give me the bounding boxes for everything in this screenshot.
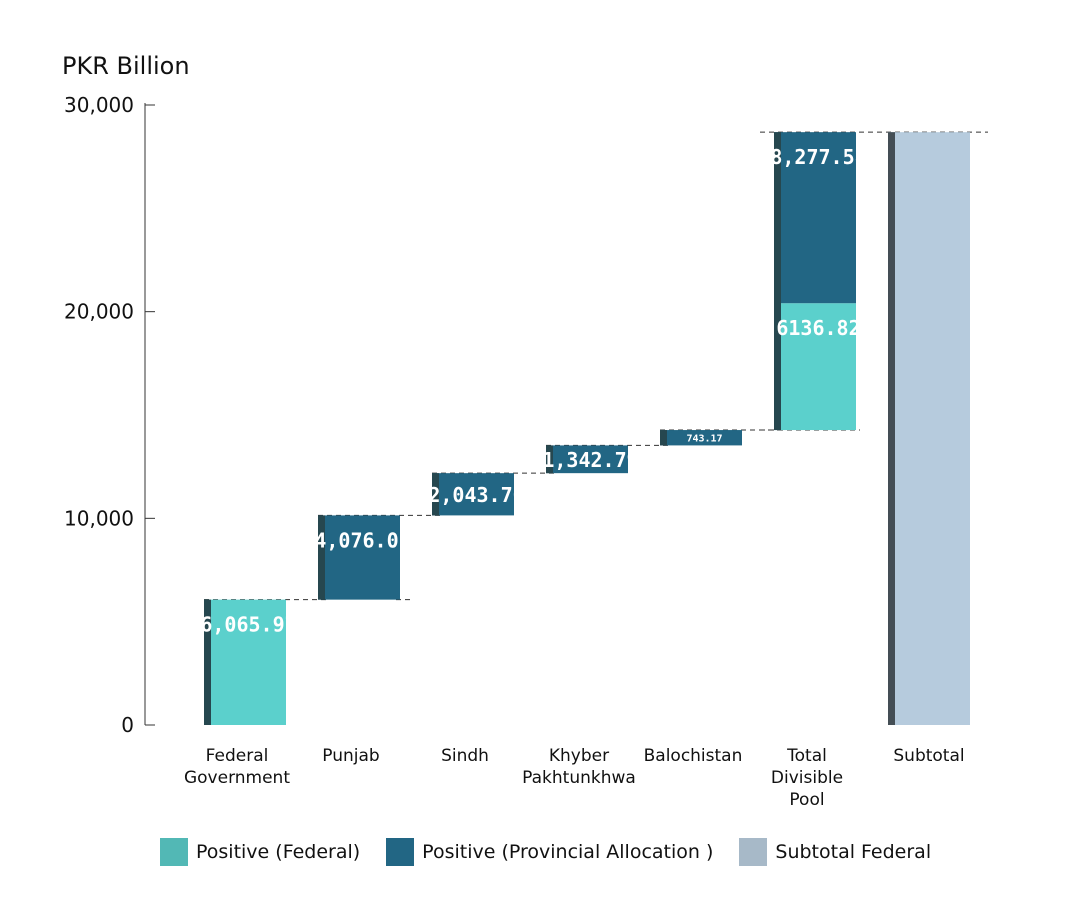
- total-segment-label-0: 6136.82: [776, 316, 860, 340]
- legend-label-federal: Positive (Federal): [196, 841, 361, 863]
- y-axis-title: PKR Billion: [62, 52, 190, 80]
- bar-label-4: 743.17: [686, 434, 722, 445]
- category-label: Subtotal: [893, 746, 964, 766]
- legend-label-provincial: Positive (Provincial Allocation ): [422, 841, 714, 863]
- total-segment-0: [774, 303, 856, 431]
- bar-3: [546, 445, 628, 474]
- category-label: Khyber: [549, 746, 609, 766]
- category-label: Punjab: [322, 746, 379, 766]
- waterfall-chart: PKR Billion 0 10,000 20,000 30,000 6,065.97…: [62, 52, 988, 810]
- total-segment-label-1: 8,277.58: [770, 145, 866, 169]
- legend-swatch-provincial: [386, 838, 415, 866]
- bar-2-edge: [432, 473, 439, 516]
- y-tick-label: 0: [121, 713, 134, 737]
- bar-0-edge: [204, 599, 211, 725]
- legend-item-federal: Positive (Federal): [160, 838, 360, 866]
- bar-3-edge: [546, 445, 553, 474]
- y-tick-label: 30,000: [64, 93, 134, 117]
- bar-4-edge: [660, 430, 667, 446]
- category-label: Divisible: [771, 768, 843, 788]
- legend-swatch-subtotal: [739, 838, 768, 866]
- bar-label-0: 6,065.97: [200, 613, 296, 637]
- bar-label-2: 2,043.76: [428, 483, 524, 507]
- y-tick-label: 10,000: [64, 506, 134, 530]
- category-label: Government: [184, 768, 290, 788]
- legend-label-subtotal: Subtotal Federal: [775, 841, 932, 863]
- subtotal-bar: [888, 132, 970, 725]
- total-bar-edge: [774, 132, 781, 431]
- legend-swatch-federal: [160, 838, 188, 866]
- category-label: Sindh: [441, 746, 489, 766]
- category-label: Pool: [789, 790, 824, 810]
- bar-label-1: 4,076.01: [314, 528, 410, 552]
- bar-1: [318, 515, 400, 600]
- total-segment-1: [774, 132, 856, 304]
- category-label: Pakhtunkhwa: [522, 768, 636, 788]
- subtotal-bar-edge: [888, 132, 895, 725]
- bar-4: [660, 430, 742, 446]
- legend-item-subtotal: Subtotal Federal: [739, 838, 931, 866]
- category-label: Balochistan: [644, 746, 743, 766]
- bar-label-3: 1,342.79: [542, 448, 638, 472]
- bar-2: [432, 473, 514, 516]
- legend-item-provincial: Positive (Provincial Allocation ): [386, 838, 713, 866]
- category-label: Total: [786, 746, 827, 766]
- category-label: Federal: [206, 746, 269, 766]
- bar-1-edge: [318, 515, 325, 600]
- legend: Positive (Federal) Positive (Provincial …: [160, 838, 957, 866]
- y-tick-label: 20,000: [64, 300, 134, 324]
- bar-0: [204, 599, 286, 725]
